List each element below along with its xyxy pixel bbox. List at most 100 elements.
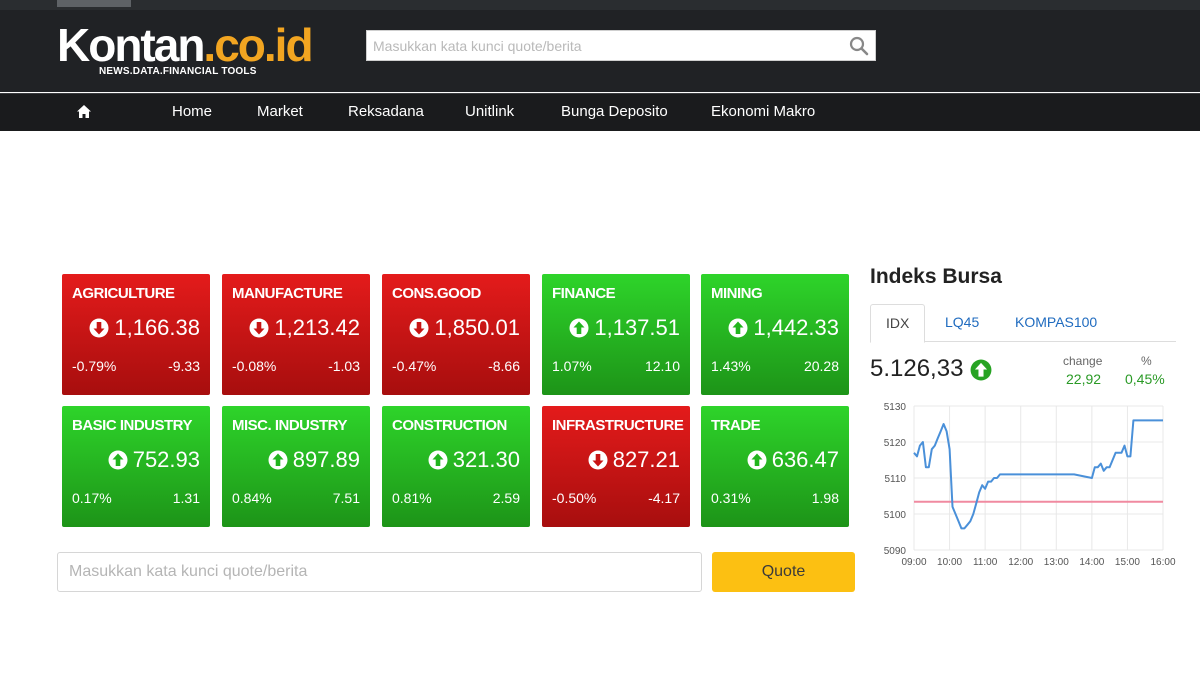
sector-change: -9.33 bbox=[168, 358, 200, 374]
sector-percent: 0.81% bbox=[392, 490, 432, 506]
index-tabs: IDX LQ45 KOMPAS100 bbox=[870, 304, 1176, 343]
tab-lq45[interactable]: LQ45 bbox=[945, 314, 980, 330]
sector-change: -1.03 bbox=[328, 358, 360, 374]
sector-tile-basic-industry[interactable]: BASIC INDUSTRY 752.93 0.17% 1.31 bbox=[62, 406, 210, 527]
header-search-input[interactable] bbox=[367, 31, 837, 60]
arrow-up-icon bbox=[747, 450, 767, 470]
sector-percent: -0.08% bbox=[232, 358, 277, 374]
sector-value: 636.47 bbox=[771, 447, 839, 472]
chart-x-tick-label: 11:00 bbox=[973, 557, 998, 568]
sector-value: 1,442.33 bbox=[753, 315, 839, 340]
nav-item-unitlink[interactable]: Unitlink bbox=[465, 103, 515, 120]
main-nav: Home Market Reksadana Unitlink Bunga Dep… bbox=[0, 93, 1200, 131]
arrow-up-icon bbox=[728, 318, 748, 338]
sector-value: 1,213.42 bbox=[274, 315, 360, 340]
index-pct-value: 0,45% bbox=[1125, 371, 1165, 387]
sector-percent: -0.47% bbox=[392, 358, 437, 374]
arrow-up-icon bbox=[268, 450, 288, 470]
nav-item-reksadana[interactable]: Reksadana bbox=[348, 103, 424, 120]
arrow-up-icon bbox=[108, 450, 128, 470]
top-strip bbox=[0, 0, 1200, 10]
sector-tile-mining[interactable]: MINING 1,442.33 1.43% 20.28 bbox=[701, 274, 849, 395]
tab-idx[interactable]: IDX bbox=[870, 304, 926, 343]
sector-change: 1.31 bbox=[172, 490, 200, 506]
nav-item-market[interactable]: Market bbox=[257, 103, 303, 120]
sector-tile-manufacture[interactable]: MANUFACTURE 1,213.42 -0.08% -1.03 bbox=[222, 274, 370, 395]
sector-percent: 0.84% bbox=[232, 490, 272, 506]
header-search bbox=[366, 30, 876, 61]
sector-change: -8.66 bbox=[488, 358, 520, 374]
tab-kompas100[interactable]: KOMPAS100 bbox=[1015, 314, 1098, 330]
sector-name: CONS.GOOD bbox=[392, 285, 481, 302]
sector-change: -4.17 bbox=[648, 490, 680, 506]
site-logo[interactable]: Kontan.co.id NEWS.DATA.FINANCIAL TOOLS bbox=[57, 22, 317, 82]
index-change-label: change bbox=[1063, 354, 1103, 368]
search-icon[interactable] bbox=[849, 36, 869, 56]
sector-percent: 0.17% bbox=[72, 490, 112, 506]
sector-name: MANUFACTURE bbox=[232, 285, 343, 302]
logo-wordmark-main: Kontan bbox=[57, 19, 205, 71]
chart-y-tick-label: 5110 bbox=[884, 474, 906, 485]
arrow-down-icon bbox=[89, 318, 109, 338]
sector-name: AGRICULTURE bbox=[72, 285, 175, 302]
logo-wordmark-domain: .co.id bbox=[203, 19, 313, 71]
sector-value: 1,166.38 bbox=[114, 315, 200, 340]
index-chart: 09:00 10:00 11:00 12:00 13:00 14:00 15:00 16:00… bbox=[884, 402, 1176, 568]
sector-tile-misc-industry[interactable]: MISC. INDUSTRY 897.89 0.84% 7.51 bbox=[222, 406, 370, 527]
quote-search bbox=[57, 552, 702, 592]
logo-wordmark: Kontan.co.id bbox=[57, 22, 317, 68]
sector-value: 1,137.51 bbox=[594, 315, 680, 340]
quote-button[interactable]: Quote bbox=[712, 552, 855, 592]
sector-tile-finance[interactable]: FINANCE 1,137.51 1.07% 12.10 bbox=[542, 274, 690, 395]
arrow-down-icon bbox=[249, 318, 269, 338]
sector-change: 7.51 bbox=[332, 490, 360, 506]
chart-y-tick-label: 5120 bbox=[884, 438, 907, 449]
sector-tile-trade[interactable]: TRADE 636.47 0.31% 1.98 bbox=[701, 406, 849, 527]
sector-name: TRADE bbox=[711, 417, 761, 434]
sector-value: 897.89 bbox=[292, 447, 360, 472]
sector-name: MINING bbox=[711, 285, 763, 302]
chart-x-tick-label: 16:00 bbox=[1150, 557, 1175, 568]
index-pct-label: % bbox=[1141, 354, 1152, 368]
chart-y-tick-label: 5090 bbox=[884, 546, 907, 557]
index-value: 5.126,33 bbox=[870, 355, 964, 382]
sector-tile-cons-good[interactable]: CONS.GOOD 1,850.01 -0.47% -8.66 bbox=[382, 274, 530, 395]
arrow-down-icon bbox=[409, 318, 429, 338]
index-change-value: 22,92 bbox=[1066, 371, 1102, 387]
sector-tile-agriculture[interactable]: AGRICULTURE 1,166.38 -0.79% -9.33 bbox=[62, 274, 210, 395]
sector-tile-construction[interactable]: CONSTRUCTION 321.30 0.81% 2.59 bbox=[382, 406, 530, 527]
arrow-up-icon bbox=[569, 318, 589, 338]
sector-value: 752.93 bbox=[132, 447, 200, 472]
sector-tile-infrastructure[interactable]: INFRASTRUCTURE 827.21 -0.50% -4.17 bbox=[542, 406, 690, 527]
chart-x-tick-label: 10:00 bbox=[937, 557, 962, 568]
sector-percent: -0.50% bbox=[552, 490, 597, 506]
chart-series-line bbox=[913, 419, 1163, 530]
chart-x-tick-label: 15:00 bbox=[1115, 557, 1140, 568]
sector-percent: -0.79% bbox=[72, 358, 117, 374]
quote-search-input[interactable] bbox=[58, 553, 701, 591]
sector-percent: 1.43% bbox=[711, 358, 751, 374]
sector-value: 1,850.01 bbox=[434, 315, 520, 340]
chart-x-tick-label: 14:00 bbox=[1079, 557, 1104, 568]
sector-name: FINANCE bbox=[552, 285, 616, 302]
chart-x-tick-label: 12:00 bbox=[1008, 557, 1033, 568]
index-title: Indeks Bursa bbox=[870, 265, 1002, 288]
sector-name: MISC. INDUSTRY bbox=[232, 417, 347, 434]
chart-x-tick-label: 13:00 bbox=[1044, 557, 1069, 568]
nav-item-home[interactable]: Home bbox=[172, 103, 213, 120]
home-icon[interactable] bbox=[76, 104, 92, 120]
top-strip-tab[interactable] bbox=[57, 0, 131, 7]
chart-y-tick-label: 5130 bbox=[884, 402, 907, 413]
nav-item-bunga-deposito[interactable]: Bunga Deposito bbox=[561, 103, 668, 120]
sector-change: 20.28 bbox=[803, 358, 839, 374]
nav-item-ekonomi-makro[interactable]: Ekonomi Makro bbox=[711, 103, 816, 120]
sector-percent: 1.07% bbox=[552, 358, 592, 374]
site-header: Kontan.co.id NEWS.DATA.FINANCIAL TOOLS bbox=[0, 10, 1200, 92]
chart-x-tick-label: 09:00 bbox=[901, 557, 926, 568]
sector-change: 12.10 bbox=[644, 358, 680, 374]
arrow-down-icon bbox=[588, 450, 608, 470]
arrow-up-icon bbox=[428, 450, 448, 470]
sector-value: 321.30 bbox=[452, 447, 520, 472]
sector-name: CONSTRUCTION bbox=[392, 417, 507, 434]
arrow-up-icon bbox=[970, 359, 992, 381]
